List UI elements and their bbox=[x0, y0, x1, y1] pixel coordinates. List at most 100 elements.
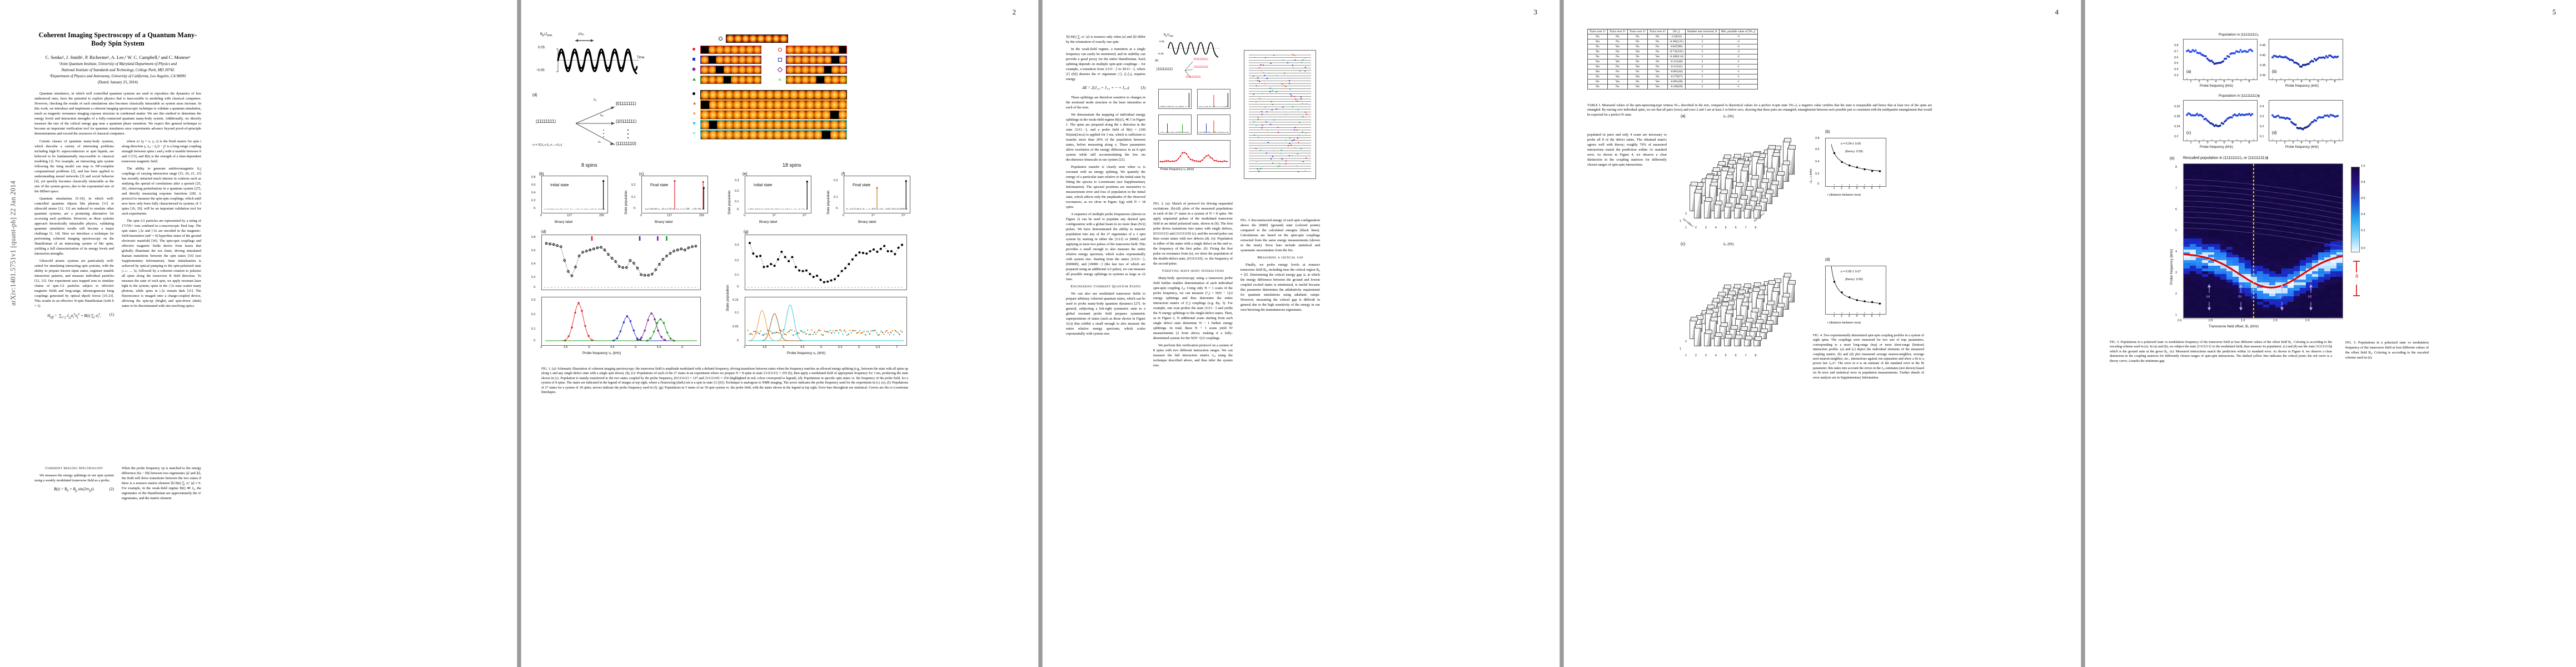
fig5-heat-xlabel: Transverse field offset, B₀ (kHz) bbox=[2209, 325, 2259, 328]
table-cell: No bbox=[1647, 44, 1667, 49]
legend-marker-star-orange: ✷ bbox=[692, 112, 695, 115]
plot-canvas bbox=[1244, 51, 1316, 178]
fig1-initial-state-label: Initial state bbox=[550, 183, 569, 187]
fig5-xlabel-c: Probe frequency (kHz) bbox=[2200, 146, 2233, 149]
table-row[interactable]: No No No Yes -0.300(114) 3 -2 bbox=[1588, 54, 1758, 59]
xtick: 1 bbox=[2190, 80, 2192, 83]
ion-chain-18-row bbox=[700, 110, 847, 120]
coupling-bar-top bbox=[1728, 291, 1736, 295]
table-cell: No bbox=[1607, 34, 1627, 39]
table-cell: 3 bbox=[1685, 39, 1719, 44]
page-number: 2 bbox=[1013, 8, 1017, 17]
page1-column-1: Certain classes of quantum many-body sys… bbox=[34, 139, 114, 324]
table-row[interactable]: Yes No Yes No -0.111(41) 2 -1 bbox=[1588, 64, 1758, 69]
xtick: 3 bbox=[2207, 141, 2209, 145]
table-cell: Yes bbox=[1647, 54, 1667, 59]
ytick: 0.45 bbox=[2260, 44, 2266, 47]
ytick: 0.8 bbox=[1815, 137, 1820, 140]
table-cell: -0.279(37) bbox=[1667, 74, 1685, 79]
legend-marker-cyan-open bbox=[692, 132, 696, 135]
axis-tick: 7 bbox=[1745, 226, 1747, 230]
coupling-bar bbox=[1694, 327, 1701, 346]
fig2-panel-d-plot bbox=[1158, 115, 1192, 135]
coupling-bar-top bbox=[1721, 322, 1728, 327]
ytick: 0. bbox=[534, 339, 536, 342]
cbar-tick: 0.8 bbox=[2361, 181, 2365, 184]
xtick: 4 bbox=[2215, 80, 2217, 83]
xtick: 1 bbox=[1833, 315, 1835, 318]
fig5-xlabel-b: Probe frequency (kHz) bbox=[2285, 84, 2319, 88]
fig1-ylabel-c: State population bbox=[625, 191, 628, 215]
table-row[interactable]: No Yes No No -0.847(96) 3 -2 bbox=[1588, 44, 1758, 49]
table-cell: No bbox=[1627, 59, 1647, 64]
xtick: 6 bbox=[2232, 141, 2234, 145]
coupling-bar-top bbox=[1742, 167, 1749, 171]
fig2-panel-e-plot bbox=[1197, 115, 1230, 135]
coupling-bar-top bbox=[1706, 310, 1713, 314]
table-row[interactable]: Yes No No No -0.382(121) 3 -2 bbox=[1588, 39, 1758, 44]
table-row[interactable]: Yes Yes No No -0.115(40) 2 -1 bbox=[1588, 59, 1758, 64]
ion-chain-row bbox=[786, 46, 847, 54]
table-row[interactable]: No No No No -1.62(22) 4 -3 bbox=[1588, 34, 1758, 39]
paragraph: FIG. 5. Populations in a polarized state… bbox=[2345, 340, 2429, 360]
table-cell: Yes bbox=[1588, 64, 1608, 69]
xtick: 6 bbox=[2318, 141, 2319, 145]
ion-chain-row bbox=[786, 56, 847, 64]
table-cell: No bbox=[1647, 34, 1667, 39]
coupling-bar-top bbox=[1755, 206, 1762, 210]
xtick: 7 bbox=[1879, 315, 1880, 318]
fig1-panel-g-letter: (g) bbox=[744, 230, 749, 234]
fig4-b-ylabel: ⟨Jᵢ,ᵢ₊ᵣ⟩ (kHz) bbox=[1810, 168, 1813, 183]
xtick: 5 bbox=[2224, 141, 2225, 145]
ytick: 0.1 bbox=[735, 311, 739, 315]
fig1-panel-d-bottom bbox=[541, 297, 701, 346]
fig5-heatmap: (a) (b) (c) (d) bbox=[2183, 163, 2343, 319]
coupling-bar-top bbox=[1773, 152, 1780, 157]
table-cell: No bbox=[1607, 49, 1627, 54]
table-cell: -1 bbox=[1719, 64, 1757, 69]
ytick: 0.8 bbox=[2174, 44, 2179, 47]
xtick: 6 bbox=[1871, 315, 1873, 318]
xtick: 6 bbox=[1871, 187, 1873, 190]
cbar-tick: 0.6 bbox=[2361, 197, 2365, 200]
paragraph: The ability to generate antiferromagneti… bbox=[122, 166, 201, 216]
table-row[interactable]: Yes No No Yes -0.001(44) 2 -1 bbox=[1588, 69, 1758, 74]
table-cell: No bbox=[1627, 54, 1647, 59]
xtick: 3 bbox=[2293, 141, 2294, 145]
table-row[interactable]: No No Yes No -0.735(101) 3 -2 bbox=[1588, 49, 1758, 54]
axis-tick: 2 bbox=[1695, 226, 1697, 230]
table-body: No No No No -1.62(22) 4 -3 Yes No No No -0.382(121)… bbox=[1588, 34, 1758, 89]
document-viewer: arXiv:1401.5751v1 [quant-ph] 22 Jan 2014… bbox=[0, 0, 2576, 667]
table-cell: -0.382(121) bbox=[1667, 39, 1685, 44]
axis-tick: 6 bbox=[1735, 354, 1737, 357]
coupling-bar bbox=[1704, 332, 1711, 346]
table-cell: No bbox=[1607, 39, 1627, 44]
table-row[interactable]: No No Yes Yes -0.168(39) 2 -1 bbox=[1588, 84, 1758, 89]
axis-tick: 8 bbox=[1755, 226, 1756, 230]
page4-column-1: populated in pairs and only 4 scans are … bbox=[1587, 132, 1667, 170]
ytick: 0.1 bbox=[735, 273, 739, 277]
axis-tick: 2 bbox=[1685, 340, 1687, 344]
coupling-bar-top bbox=[1756, 188, 1763, 192]
coupling-bar-top bbox=[1746, 186, 1753, 191]
fig1-ylabel-e: State population bbox=[728, 191, 731, 215]
plot-canvas bbox=[2184, 101, 2257, 141]
coupling-bar-top bbox=[1777, 171, 1785, 176]
coupling-bar-top bbox=[1773, 287, 1780, 292]
coupling-bar-top bbox=[1718, 292, 1726, 296]
axis-tick: 2 bbox=[1695, 354, 1697, 357]
table-row[interactable]: No Yes No Yes -0.081(38) 2 -1 bbox=[1588, 79, 1758, 84]
heatmap-arrow bbox=[2308, 284, 2314, 311]
table-cell: No bbox=[1627, 79, 1647, 84]
table-cell: No bbox=[1647, 49, 1667, 54]
ytick: 0.15 bbox=[733, 298, 739, 302]
table-cell: -0.847(96) bbox=[1667, 44, 1685, 49]
cbar-tick: 0.0 bbox=[2361, 247, 2365, 250]
xtick: 6 bbox=[2318, 80, 2319, 83]
table-col-header: Trace over 1? bbox=[1588, 29, 1608, 34]
axis-tick: 6 bbox=[1735, 226, 1737, 230]
fig3-energy-plot bbox=[1244, 50, 1316, 179]
table-row[interactable]: No Yes Yes No -0.279(37) 2 -1 bbox=[1588, 74, 1758, 79]
xtick: 2 bbox=[2284, 80, 2286, 83]
fig5-gap-bracket bbox=[2351, 259, 2362, 303]
